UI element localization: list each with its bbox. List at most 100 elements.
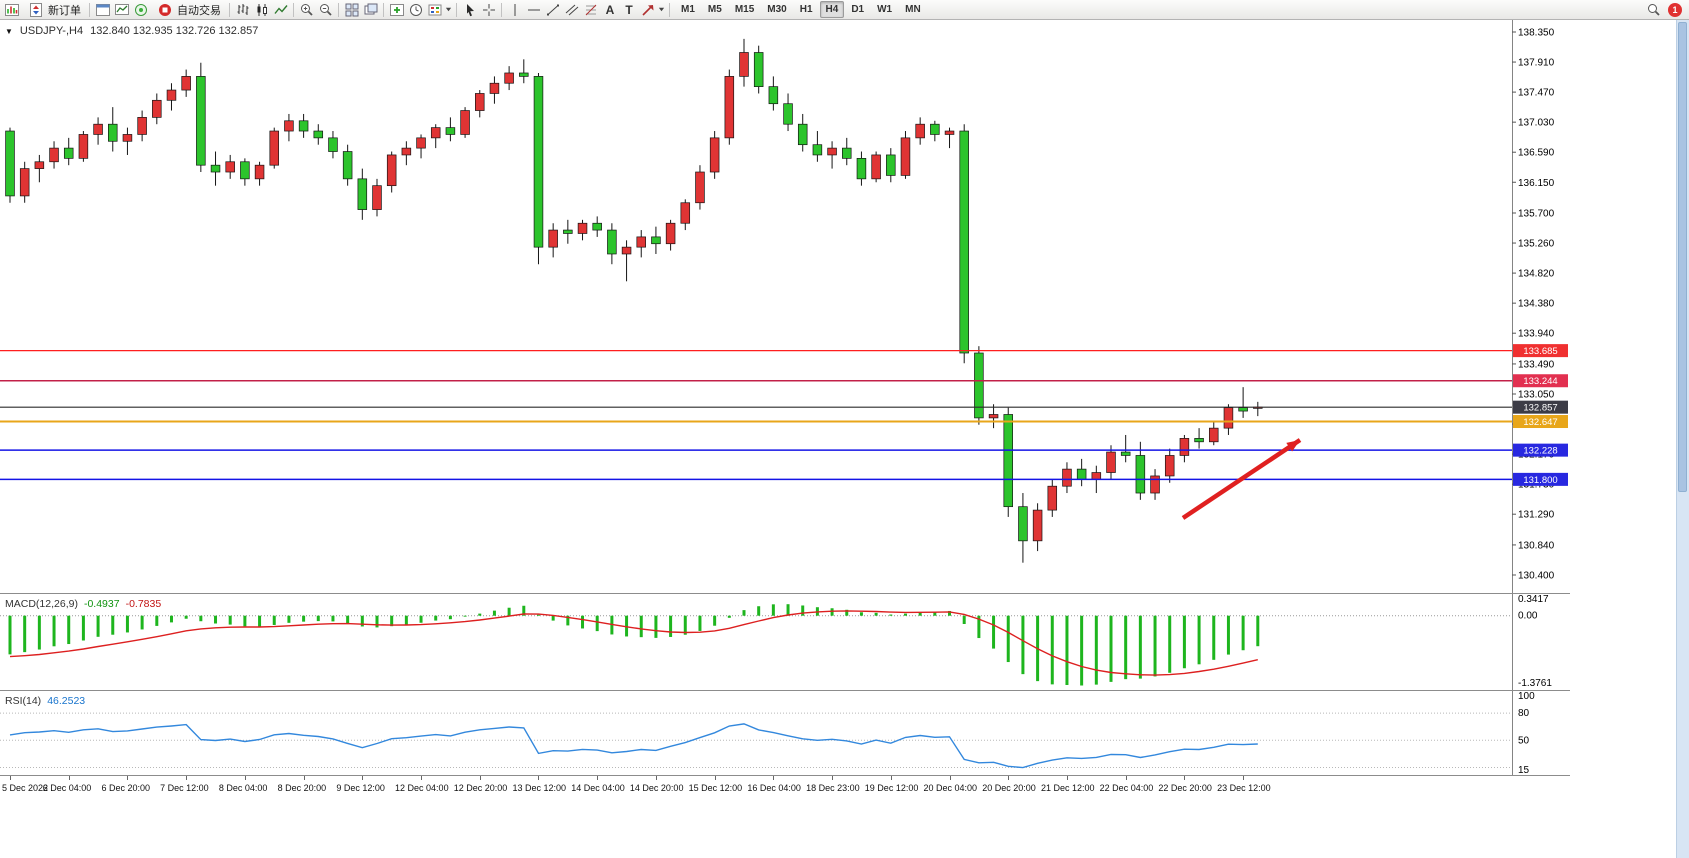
candle <box>1179 438 1190 456</box>
candle <box>254 164 265 180</box>
macd-signal-value: -0.7835 <box>125 598 162 610</box>
chevron-down-icon[interactable] <box>444 1 453 19</box>
time-axis-label: 21 Dec 12:00 <box>1040 783 1095 793</box>
main-chart-panel: 138.350 137.910 137.470 137.030 136.590 136.1… <box>0 20 1570 593</box>
fibonacci-tool-icon[interactable] <box>581 1 600 19</box>
candle <box>1209 427 1219 443</box>
price-axis[interactable]: 138.350 137.910 137.470 137.030 136.590 136.1… <box>1512 28 1555 582</box>
candle <box>49 147 59 163</box>
timeframe-button-H4[interactable]: H4 <box>819 1 845 18</box>
candle <box>430 127 441 139</box>
timeframe-button-W1[interactable]: W1 <box>877 4 893 15</box>
timeframe-button-H1[interactable]: H1 <box>799 4 813 15</box>
time-axis-tick <box>68 776 70 780</box>
rsi-name: RSI(14) <box>5 695 42 707</box>
macd-canvas[interactable]: 0.3417 0.00 -1.3761 <box>0 594 1570 690</box>
time-axis-label: 7 Dec 12:00 <box>160 783 209 793</box>
tile-windows-icon[interactable] <box>342 1 361 19</box>
rsi-value: 46.2523 <box>47 695 86 707</box>
time-axis-label: 19 Dec 12:00 <box>864 783 919 793</box>
price-tag: 132.857 <box>1513 400 1568 414</box>
time-axis-label: 15 Dec 12:00 <box>688 783 743 793</box>
channel-tool-icon[interactable] <box>562 1 581 19</box>
price-axis-label: 134.820 <box>1518 269 1555 280</box>
candle <box>1047 485 1058 511</box>
vertical-line-tool-icon[interactable] <box>505 1 524 19</box>
candle <box>416 137 426 149</box>
vertical-scrollbar[interactable] <box>1676 20 1689 858</box>
macd-axis-label: 0.00 <box>1518 611 1538 622</box>
time-axis[interactable]: 5 Dec 2022 6 Dec 04:00 6 Dec 20:00 7 Dec 12… <box>0 775 1570 798</box>
new-order-button[interactable]: 新订单 <box>21 1 86 19</box>
candle <box>166 89 177 101</box>
timeframe-button-M30[interactable]: M30 <box>767 4 787 15</box>
text-tool-icon[interactable]: A <box>600 1 619 19</box>
candle <box>386 154 397 187</box>
timeframe-button-M5[interactable]: M5 <box>707 4 722 15</box>
new-chart-icon[interactable] <box>2 1 21 19</box>
timeframe-button-M15[interactable]: M15 <box>734 4 755 15</box>
time-axis-label: 14 Dec 04:00 <box>571 783 625 793</box>
crosshair-icon[interactable] <box>479 1 498 19</box>
search-icon[interactable] <box>1644 1 1663 19</box>
timeframe-button-M1[interactable]: M1 <box>681 4 695 15</box>
candle <box>93 123 103 135</box>
trendline-tool-icon[interactable] <box>543 1 562 19</box>
time-axis-label: 9 Dec 12:00 <box>336 783 385 793</box>
periods-icon[interactable] <box>406 1 425 19</box>
candle <box>1120 451 1131 456</box>
new-order-label: 新订单 <box>48 4 81 17</box>
candle <box>665 222 676 245</box>
quick-trade-collapse-icon[interactable]: ▼ <box>5 26 13 36</box>
candle <box>63 147 74 159</box>
cursor-icon[interactable] <box>460 1 479 19</box>
cascade-windows-icon[interactable] <box>361 1 380 19</box>
templates-icon[interactable] <box>425 1 444 19</box>
zoom-out-icon[interactable] <box>316 1 335 19</box>
bar-chart-icon[interactable] <box>233 1 252 19</box>
time-axis-tick <box>362 776 364 780</box>
time-axis-tick <box>421 776 423 780</box>
chart-canvas[interactable]: 138.350 137.910 137.470 137.030 136.590 136.1… <box>0 20 1570 593</box>
notification-badge[interactable]: 1 <box>1668 2 1682 17</box>
candle <box>19 168 30 197</box>
candle <box>1018 506 1028 542</box>
indicators-icon[interactable] <box>387 1 406 19</box>
text-label-tool-icon[interactable]: T <box>619 1 638 19</box>
price-axis-label: 135.260 <box>1518 239 1555 250</box>
candle <box>357 178 368 210</box>
candle <box>1135 455 1146 494</box>
horizontal-line-tool-icon[interactable] <box>524 1 543 19</box>
timeframe-button-D1[interactable]: D1 <box>851 4 865 15</box>
rsi-canvas[interactable]: 100 80 50 15 <box>0 691 1570 776</box>
charts-icon[interactable] <box>112 1 131 19</box>
time-axis-label: 14 Dec 20:00 <box>629 783 684 793</box>
timeframe-button-MN[interactable]: MN <box>905 4 921 15</box>
toolbar-separator <box>229 2 230 17</box>
macd-signal-line <box>9 610 1258 676</box>
time-axis-label: 23 Dec 12:00 <box>1217 783 1271 793</box>
profiles-icon[interactable] <box>93 1 112 19</box>
line-chart-icon[interactable] <box>271 1 290 19</box>
arrows-tool-icon[interactable] <box>638 1 657 19</box>
candle <box>548 229 558 248</box>
time-axis-tick <box>303 776 305 780</box>
trend-arrow-annotation[interactable] <box>1181 438 1302 520</box>
zoom-in-icon[interactable] <box>297 1 316 19</box>
vertical-scrollbar-thumb[interactable] <box>1678 22 1687 492</box>
candle <box>372 185 382 210</box>
candlestick-icon[interactable] <box>252 1 271 19</box>
candle <box>871 154 881 180</box>
toolbar-separator <box>669 2 670 17</box>
time-axis-label: 18 Dec 23:00 <box>806 783 860 793</box>
candle <box>181 76 191 91</box>
candle <box>1062 468 1072 487</box>
candle <box>504 72 514 84</box>
candle <box>768 86 779 105</box>
price-axis-label: 130.840 <box>1518 540 1555 551</box>
chevron-down-icon[interactable] <box>657 1 666 19</box>
sound-icon[interactable] <box>131 1 150 19</box>
candle <box>974 352 984 419</box>
candle <box>988 414 999 419</box>
autotrading-button[interactable]: 自动交易 <box>150 1 226 19</box>
